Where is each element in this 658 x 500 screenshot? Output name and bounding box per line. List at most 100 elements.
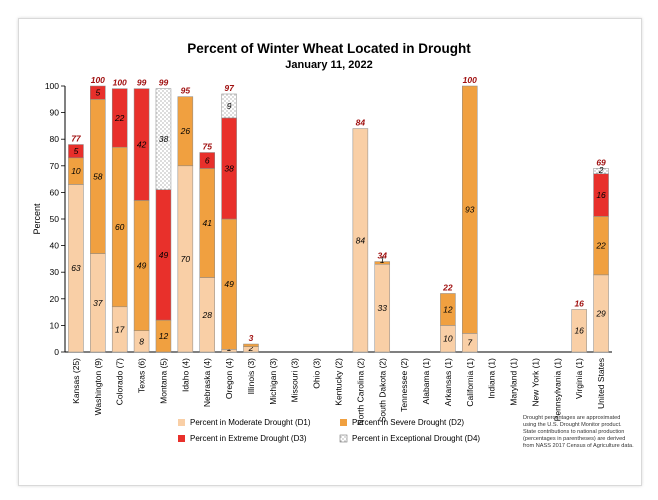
y-axis-label: Percent [32,203,42,235]
legend-swatch [178,435,185,442]
bar-segment [374,261,391,265]
category-label: United States [596,358,606,409]
segment-label: 5 [74,146,79,156]
segment-label: 22 [595,241,606,251]
segment-label: 29 [595,308,606,318]
segment-label: 8 [139,336,144,346]
segment-label: 60 [115,222,125,232]
segment-label: 22 [114,113,125,123]
segment-label: 12 [159,331,169,341]
segment-label: 2 [248,343,254,353]
segment-label: 7 [467,338,472,348]
total-label: 100 [113,78,127,88]
category-label: Maryland (1) [509,358,519,406]
segment-label: 10 [71,166,81,176]
category-label: Kentucky (2) [334,358,344,406]
segment-label: 2 [598,165,604,175]
segment-label: 16 [596,190,606,200]
y-tick-label: 80 [50,134,60,144]
category-label: Nebraska (4) [202,358,212,407]
segment-label: 49 [159,250,169,260]
total-label: 100 [463,75,477,85]
bar-segment [155,88,172,190]
chart-subtitle: January 11, 2022 [285,59,372,71]
footnote-line: using the U.S. Drought Monitor product. [523,422,622,428]
total-label: 84 [356,118,366,128]
segment-label: 70 [181,254,191,264]
legend-label: Percent in Extreme Drought (D3) [190,434,307,443]
category-label: California (1) [465,358,475,407]
bar-segment [133,88,150,201]
legend-label: Percent in Moderate Drought (D1) [190,418,311,427]
total-label: 34 [378,251,388,261]
segment-label: 9 [227,101,232,111]
footnote-line: from NASS 2017 Census of Agriculture dat… [523,443,634,449]
total-label: 75 [202,142,212,152]
segment-label: 49 [137,261,147,271]
footnote-line: Drought percentages are approximated [523,415,621,421]
category-label: Alabama (1) [421,358,431,404]
total-label: 22 [442,282,453,292]
category-label: Idaho (4) [180,358,190,392]
y-tick-label: 20 [50,294,60,304]
segment-label: 17 [115,324,125,334]
y-tick-label: 50 [50,214,60,224]
bar-segment [177,96,194,167]
legend: Percent in Moderate Drought (D1) Percent … [178,418,480,443]
segment-label: 10 [443,334,453,344]
segment-label: 63 [71,263,81,273]
category-label: Colorado (7) [115,358,125,405]
bar-segment [593,168,609,175]
category-label: South Dakota (2) [377,358,387,422]
total-label: 77 [71,134,82,144]
segment-label: 1 [380,255,385,265]
segment-label: 28 [201,310,212,320]
bar-segment [199,152,215,169]
category-label: Tennessee (2) [399,358,409,412]
category-label: Oregon (4) [224,358,234,399]
y-tick-label: 40 [50,241,60,251]
category-label: Virginia (1) [574,358,584,399]
footnote-line: (percentages in parentheses) are derived [523,436,626,442]
bar-segment [571,309,587,353]
segment-label: 26 [180,126,191,136]
y-tick-label: 10 [50,320,60,330]
category-label: Missouri (3) [290,358,300,403]
segment-label: 33 [378,303,388,313]
total-label: 97 [224,83,235,93]
category-label: Washington (9) [93,358,103,415]
y-tick-label: 30 [50,267,60,277]
segment-label: 93 [465,205,475,215]
segment-label: 5 [95,88,100,98]
legend-swatch [340,419,347,426]
category-label: Texas (6) [137,358,147,393]
segment-label: 37 [93,298,103,308]
total-label: 95 [181,86,191,96]
bar-segment [111,88,128,148]
bar-segment [352,128,369,353]
y-tick-label: 90 [50,108,60,118]
segment-label: 58 [93,171,103,181]
category-label: Arkansas (1) [443,358,453,406]
segment-label: 42 [137,140,147,150]
category-label: New York (1) [530,358,540,407]
segment-label: 38 [224,163,234,173]
category-label: Montana (5) [158,358,168,404]
total-label: 99 [137,78,147,88]
segment-label: 41 [202,218,212,228]
segment-label: 6 [205,155,210,165]
category-label: North Carolina (2) [355,358,365,426]
footnote: Drought percentages are approximated usi… [523,415,635,450]
legend-swatch [339,434,348,443]
category-label: Illinois (3) [246,358,256,395]
segment-label: 38 [159,134,169,144]
y-tick-label: 60 [50,187,60,197]
legend-label: Percent in Severe Drought (D2) [352,418,464,427]
total-label: 16 [574,298,584,308]
segment-label: 84 [356,235,366,245]
bar-segment [462,85,478,334]
bar-segment [440,293,456,326]
category-label: Michigan (3) [268,358,278,405]
